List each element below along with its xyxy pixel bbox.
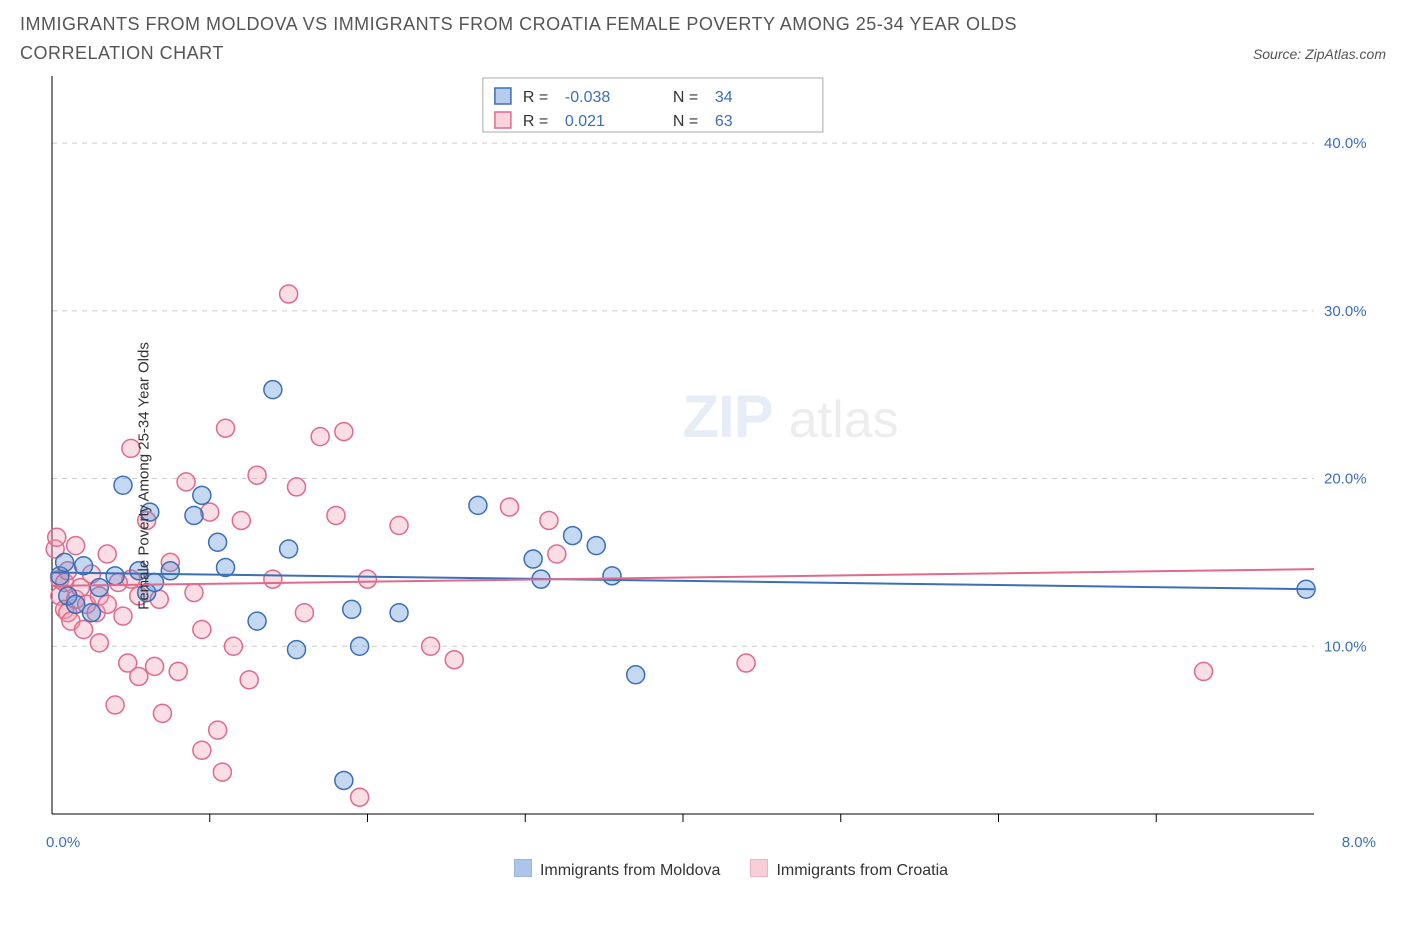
data-point: [422, 637, 440, 655]
y-tick-label: 30.0%: [1324, 302, 1367, 319]
data-point: [351, 637, 369, 655]
bottom-legend: Immigrants from Moldova Immigrants from C…: [44, 851, 1388, 880]
data-point: [213, 763, 231, 781]
data-point: [564, 526, 582, 544]
data-point: [335, 422, 353, 440]
legend-r-label: R =: [523, 89, 548, 106]
trend-line: [52, 569, 1314, 586]
data-point: [106, 696, 124, 714]
data-point: [548, 545, 566, 563]
legend-r-value: -0.038: [565, 89, 610, 106]
data-point: [48, 528, 66, 546]
data-point: [193, 620, 211, 638]
data-point: [161, 561, 179, 579]
y-tick-label: 20.0%: [1324, 470, 1367, 487]
data-point: [185, 583, 203, 601]
data-point: [280, 540, 298, 558]
trend-line: [52, 572, 1314, 589]
data-point: [185, 506, 203, 524]
header: IMMIGRANTS FROM MOLDOVA VS IMMIGRANTS FR…: [0, 0, 1406, 68]
legend-n-label: N =: [673, 89, 698, 106]
data-point: [248, 612, 266, 630]
data-point: [224, 637, 242, 655]
source-credit: Source: ZipAtlas.com: [1253, 46, 1386, 68]
data-point: [114, 476, 132, 494]
y-tick-label: 40.0%: [1324, 135, 1367, 152]
legend-n-label: N =: [673, 113, 698, 130]
data-point: [177, 472, 195, 490]
data-point: [359, 570, 377, 588]
data-point: [295, 603, 313, 621]
data-point: [209, 721, 227, 739]
data-point: [280, 285, 298, 303]
data-point: [217, 419, 235, 437]
data-point: [193, 741, 211, 759]
data-point: [524, 550, 542, 568]
x-axis-range: 0.0% 8.0%: [44, 832, 1378, 851]
data-point: [445, 650, 463, 668]
data-point: [603, 566, 621, 584]
data-point: [335, 771, 353, 789]
x-min-label: 0.0%: [46, 834, 80, 851]
x-max-label: 8.0%: [1342, 834, 1376, 851]
legend-n-value: 63: [715, 113, 733, 130]
legend-label: Immigrants from Croatia: [776, 862, 948, 879]
watermark: atlas: [789, 390, 899, 448]
data-point: [737, 654, 755, 672]
data-point: [130, 667, 148, 685]
legend-swatch: [495, 88, 511, 104]
data-point: [240, 670, 258, 688]
data-point: [264, 380, 282, 398]
data-point: [390, 603, 408, 621]
data-point: [327, 506, 345, 524]
chart-title: IMMIGRANTS FROM MOLDOVA VS IMMIGRANTS FR…: [20, 10, 1120, 68]
data-point: [351, 788, 369, 806]
data-point: [288, 478, 306, 496]
data-point: [587, 536, 605, 554]
y-axis-label: Female Poverty Among 25-34 Year Olds: [135, 342, 152, 610]
scatter-plot: 10.0% 20.0% 30.0% 40.0% ZIP atlas R = -0.038 N =…: [44, 72, 1374, 832]
data-point: [56, 553, 74, 571]
data-point: [627, 665, 645, 683]
chart-area: Female Poverty Among 25-34 Year Olds 10.…: [44, 72, 1388, 880]
data-point: [114, 607, 132, 625]
data-point: [153, 704, 171, 722]
data-point: [201, 503, 219, 521]
legend-r-label: R =: [523, 113, 548, 130]
data-point: [209, 533, 227, 551]
data-point: [98, 545, 116, 563]
data-point: [82, 603, 100, 621]
data-point: [90, 634, 108, 652]
data-point: [343, 600, 361, 618]
legend-swatch: [495, 112, 511, 128]
data-point: [390, 516, 408, 534]
data-point: [311, 427, 329, 445]
legend-label: Immigrants from Moldova: [540, 862, 721, 879]
data-point: [288, 640, 306, 658]
data-point: [146, 657, 164, 675]
watermark: ZIP: [682, 382, 772, 449]
data-point: [75, 620, 93, 638]
data-point: [264, 570, 282, 588]
data-point: [169, 662, 187, 680]
data-point: [248, 466, 266, 484]
legend-swatch: [750, 859, 768, 877]
data-point: [193, 486, 211, 504]
legend-r-value: 0.021: [565, 113, 605, 130]
y-tick-label: 10.0%: [1324, 638, 1367, 655]
data-point: [469, 496, 487, 514]
data-point: [232, 511, 250, 529]
legend-swatch: [514, 859, 532, 877]
data-point: [1195, 662, 1213, 680]
data-point: [90, 578, 108, 596]
data-point: [67, 536, 85, 554]
data-point: [540, 511, 558, 529]
data-point: [106, 566, 124, 584]
legend-n-value: 34: [715, 89, 733, 106]
data-point: [500, 498, 518, 516]
